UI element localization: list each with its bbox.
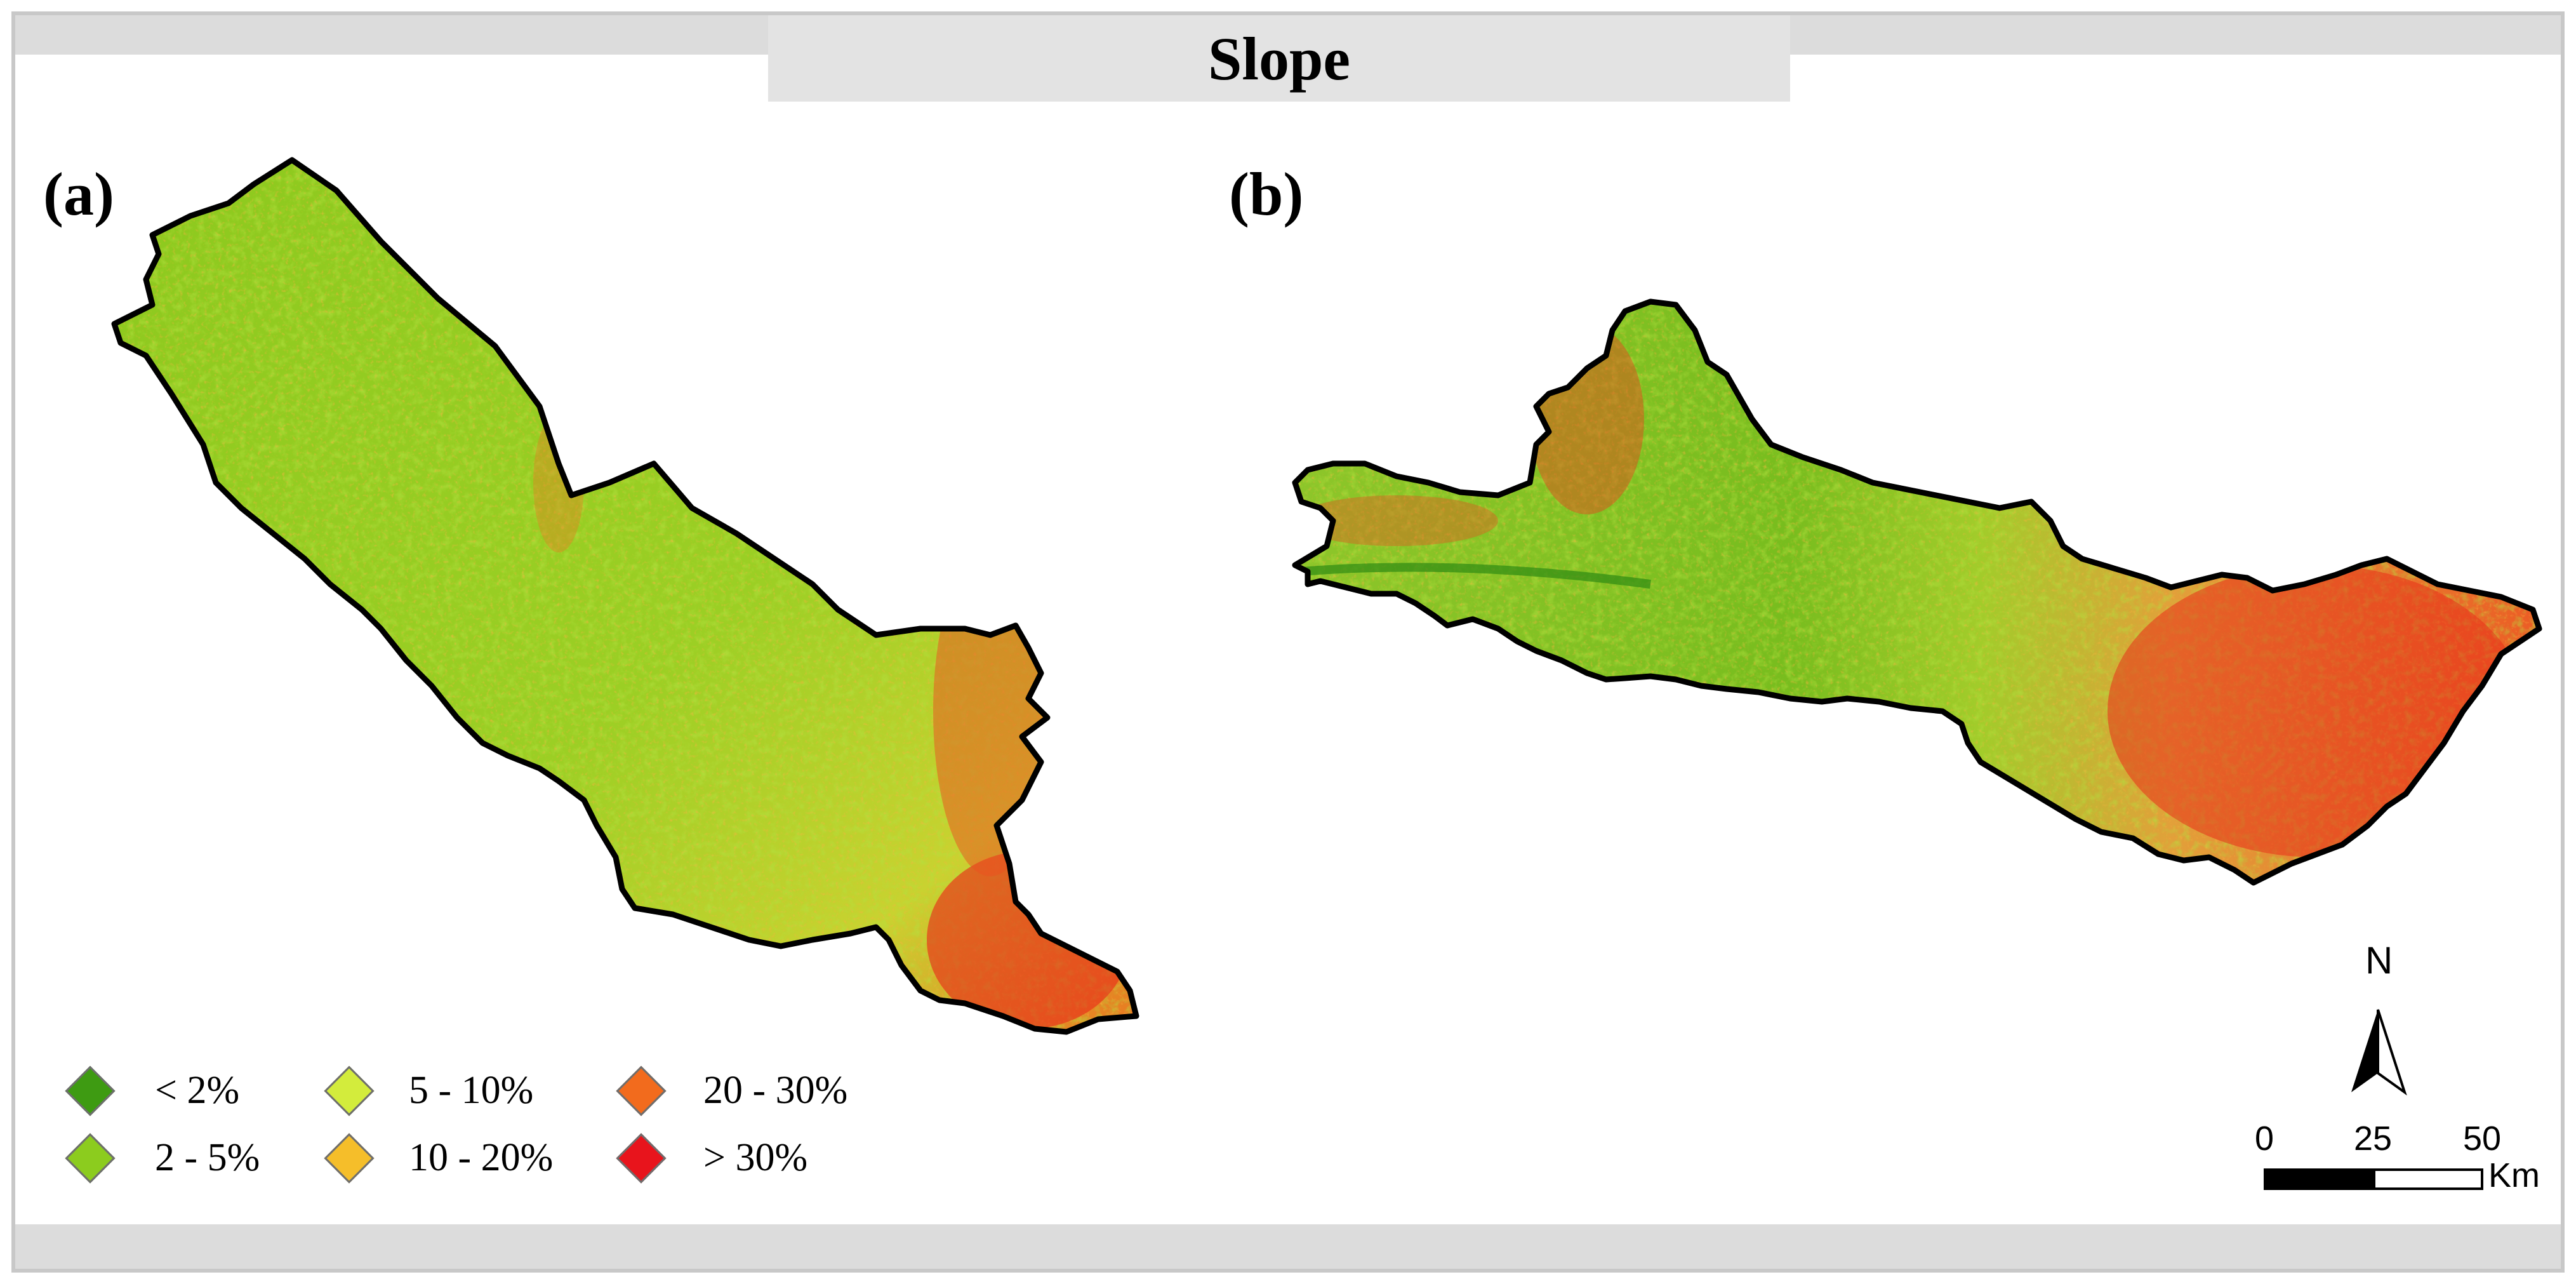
map-title: Slope: [1207, 24, 1351, 93]
scale-tick-25: 25: [2354, 1120, 2393, 1158]
scale-unit: Km: [2488, 1156, 2540, 1194]
title-box: Slope: [768, 15, 1790, 102]
legend-label-4: 20 - 30%: [703, 1069, 848, 1112]
legend-label-0: < 2%: [155, 1069, 240, 1112]
legend-label-1: 2 - 5%: [155, 1136, 260, 1179]
north-label: N: [2365, 939, 2393, 982]
legend-label-5: > 30%: [703, 1136, 808, 1179]
watershed-b: [1282, 292, 2552, 895]
scale-bar-segment-white: [2373, 1168, 2483, 1190]
bottom-band: [15, 1224, 2561, 1269]
panel-b-label: (b): [1229, 160, 1304, 228]
watershed-a: [95, 146, 1162, 1048]
scale-bar: [2264, 1168, 2483, 1190]
panel-a-label: (a): [43, 160, 114, 228]
scale-bar-segment-black: [2264, 1168, 2375, 1190]
north-arrow-icon: [2351, 1009, 2407, 1096]
scale-tick-0: 0: [2255, 1120, 2274, 1158]
legend-label-2: 5 - 10%: [409, 1069, 534, 1112]
legend-label-3: 10 - 20%: [409, 1136, 554, 1179]
scale-tick-50: 50: [2463, 1120, 2502, 1158]
